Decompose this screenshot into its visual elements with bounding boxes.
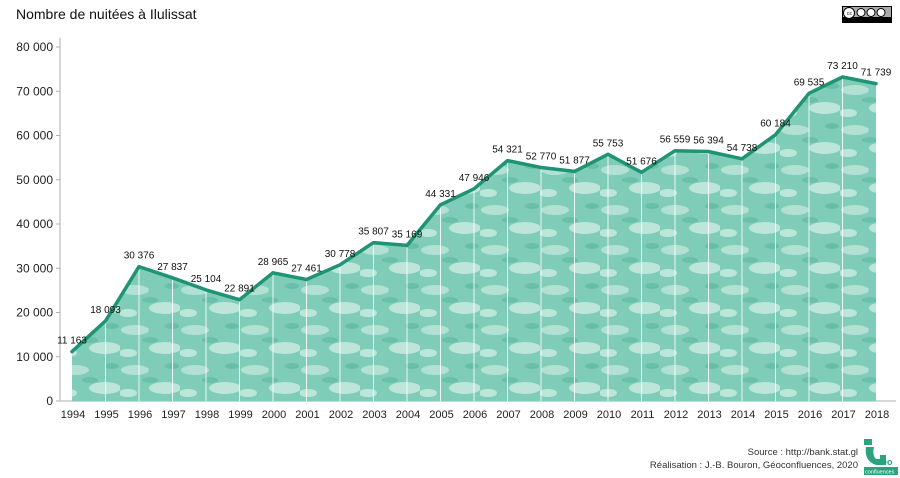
data-label: 54 321 xyxy=(492,145,523,156)
x-tick-label: 2011 xyxy=(631,409,655,421)
credit-text: Réalisation : J.-B. Bouron, Géoconfluenc… xyxy=(649,460,858,471)
data-label: 71 739 xyxy=(861,68,892,79)
data-label: 25 104 xyxy=(191,274,222,285)
svg-text:confluences: confluences xyxy=(865,470,895,476)
data-label: 35 807 xyxy=(358,227,389,238)
data-label: 69 535 xyxy=(794,77,825,88)
data-label: 18 093 xyxy=(90,305,121,316)
x-tick-label: 2002 xyxy=(329,409,353,421)
x-tick-label: 2013 xyxy=(697,409,721,421)
x-tick-label: 2006 xyxy=(463,409,487,421)
data-label: 44 331 xyxy=(425,189,456,200)
x-tick-label: 2004 xyxy=(396,409,420,421)
x-tick-label: 2015 xyxy=(764,409,788,421)
x-tick-label: 1999 xyxy=(228,409,252,421)
x-tick-label: 2017 xyxy=(831,409,855,421)
x-tick-label: 1996 xyxy=(128,409,152,421)
data-label: 47 946 xyxy=(459,173,490,184)
x-tick-label: 2014 xyxy=(731,409,755,421)
x-tick-label: 2010 xyxy=(597,409,621,421)
y-tick-label: 30 000 xyxy=(16,261,53,275)
y-tick-label: 60 000 xyxy=(16,129,53,143)
x-tick-label: 1998 xyxy=(195,409,219,421)
data-label: 11 163 xyxy=(57,336,87,347)
geoconfluences-logo-icon: éo confluences xyxy=(864,439,898,476)
data-label: 73 210 xyxy=(827,61,858,72)
y-tick-label: 50 000 xyxy=(16,173,53,187)
data-label: 56 559 xyxy=(660,135,691,146)
series-line xyxy=(70,75,878,354)
x-tick-label: 2009 xyxy=(563,409,587,421)
data-label: 30 376 xyxy=(124,251,155,262)
data-label: 28 965 xyxy=(258,257,289,268)
x-tick-label: 2016 xyxy=(798,409,822,421)
x-tick-label: 2000 xyxy=(262,409,286,421)
y-tick-label: 20 000 xyxy=(16,306,53,320)
data-label: 54 738 xyxy=(727,143,758,154)
data-label: 27 461 xyxy=(291,263,322,274)
x-tick-label: 1994 xyxy=(61,409,85,421)
y-tick-label: 70 000 xyxy=(16,84,53,98)
data-label: 60 184 xyxy=(760,119,791,130)
svg-text:cc: cc xyxy=(847,11,853,17)
data-label: 56 394 xyxy=(693,135,724,146)
x-tick-label: 2018 xyxy=(865,409,889,421)
data-label: 51 676 xyxy=(626,156,657,167)
x-tick-label: 2007 xyxy=(496,409,520,421)
x-tick-label: 1995 xyxy=(94,409,118,421)
x-tick-label: 2005 xyxy=(429,409,453,421)
chart-title: Nombre de nuitées à Ilulissat xyxy=(16,6,197,22)
svg-text:éo: éo xyxy=(882,457,893,467)
creative-commons-license-icon: cc xyxy=(842,6,892,23)
x-tick-label: 2001 xyxy=(295,409,319,421)
credits: Source : http://bank.stat.gl Réalisation… xyxy=(650,446,858,472)
x-tick-label: 1997 xyxy=(161,409,185,421)
data-label: 22 891 xyxy=(224,284,255,295)
data-label: 55 753 xyxy=(593,138,624,149)
data-label: 51 877 xyxy=(559,155,590,166)
y-tick-label: 0 xyxy=(46,394,53,408)
x-tick-label: 2008 xyxy=(530,409,554,421)
data-label: 30 778 xyxy=(325,249,356,260)
data-label: 35 169 xyxy=(392,229,423,240)
data-label: 27 837 xyxy=(157,262,188,273)
y-tick-label: 80 000 xyxy=(16,40,53,54)
y-tick-label: 40 000 xyxy=(16,217,53,231)
x-tick-label: 2012 xyxy=(664,409,688,421)
data-label: 52 770 xyxy=(526,151,557,162)
source-text: Source : http://bank.stat.gl xyxy=(747,447,858,458)
x-tick-label: 2003 xyxy=(362,409,386,421)
y-tick-label: 10 000 xyxy=(16,350,53,364)
